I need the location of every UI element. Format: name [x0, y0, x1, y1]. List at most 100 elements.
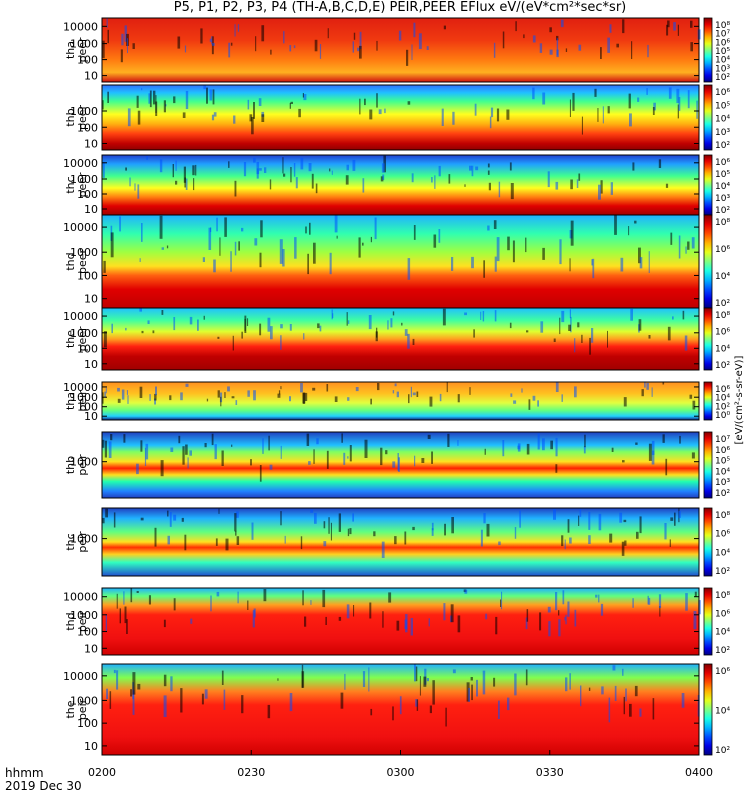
noise-streak: [380, 447, 383, 466]
ylabel-species: peir: [76, 610, 89, 632]
colorbar-tick-label: 10²: [715, 361, 730, 371]
panel-thb-peer: thb peer 10 100 1000 10² 10³ 10⁴ 10⁵ 10⁶: [64, 84, 730, 151]
noise-streak: [270, 49, 272, 55]
noise-streak: [141, 223, 143, 242]
noise-streak: [130, 588, 133, 603]
noise-streak: [132, 672, 136, 695]
colorbar: [703, 17, 713, 83]
ylabel-species: peer: [76, 37, 89, 63]
noise-streak: [202, 257, 205, 262]
noise-streak: [127, 108, 131, 127]
noise-streak: [639, 708, 642, 717]
noise-streak: [406, 49, 409, 66]
noise-streak: [390, 318, 393, 328]
noise-streak: [438, 165, 441, 177]
y-tick-label: 100: [77, 342, 98, 355]
colorbar-tick-label: 10⁸: [715, 218, 730, 228]
noise-streak: [600, 603, 604, 616]
noise-streak: [447, 433, 450, 447]
y-tick-label: 100: [77, 269, 98, 282]
noise-streak: [494, 310, 497, 322]
noise-streak: [565, 677, 568, 692]
noise-streak: [282, 157, 284, 174]
noise-streak: [325, 616, 327, 625]
noise-streak: [576, 179, 579, 188]
noise-streak: [377, 383, 380, 391]
noise-streak: [578, 515, 580, 526]
noise-streak: [446, 382, 448, 393]
date-label: 2019 Dec 30: [5, 779, 82, 793]
noise-streak: [169, 512, 172, 527]
noise-streak: [598, 184, 601, 200]
noise-streak: [401, 322, 403, 326]
noise-streak: [170, 676, 173, 692]
noise-streak: [570, 220, 574, 246]
noise-streak: [127, 38, 128, 54]
noise-streak: [487, 163, 490, 168]
colorbar-tick-label: 10²: [715, 567, 730, 577]
noise-streak: [175, 180, 178, 185]
noise-streak: [211, 433, 214, 446]
colorbar-tick-label: 10⁸: [715, 21, 730, 31]
noise-streak: [676, 88, 680, 104]
noise-streak: [308, 461, 311, 465]
colorbar-tick-label: 10²: [715, 73, 730, 83]
noise-streak: [451, 257, 454, 271]
noise-streak: [572, 92, 575, 111]
noise-streak: [159, 215, 163, 239]
noise-streak: [434, 175, 436, 189]
noise-streak: [362, 671, 366, 687]
noise-streak: [102, 517, 105, 524]
noise-streak: [221, 450, 224, 466]
noise-streak: [161, 247, 164, 250]
noise-streak: [140, 440, 143, 452]
noise-streak: [537, 433, 540, 450]
noise-streak: [270, 326, 273, 340]
noise-streak: [404, 329, 408, 336]
noise-streak: [578, 173, 581, 181]
noise-streak: [634, 220, 637, 224]
noise-streak: [153, 90, 156, 105]
noise-streak: [190, 618, 193, 624]
noise-streak: [427, 434, 431, 439]
noise-streak: [280, 511, 282, 526]
noise-streak: [380, 176, 384, 182]
noise-streak: [628, 93, 631, 109]
noise-streak: [134, 183, 136, 191]
noise-streak: [228, 161, 230, 168]
noise-streak: [113, 669, 116, 674]
noise-streak: [200, 28, 203, 44]
noise-streak: [542, 247, 545, 260]
colorbar-tick-label: 10⁶: [715, 667, 730, 677]
noise-streak: [225, 538, 229, 551]
noise-streak: [451, 517, 454, 534]
noise-streak: [512, 240, 515, 263]
noise-streak: [569, 537, 572, 544]
noise-streak: [581, 334, 583, 343]
noise-streak: [218, 508, 220, 514]
noise-streak: [665, 458, 668, 476]
noise-streak: [359, 98, 361, 115]
y-tick-label: 10000: [63, 591, 98, 604]
noise-streak: [117, 387, 120, 392]
noise-streak: [693, 611, 697, 630]
ylabel-species: peer: [76, 172, 89, 198]
noise-streak: [653, 102, 656, 111]
noise-streak: [185, 444, 188, 455]
noise-streak: [648, 597, 651, 605]
noise-streak: [526, 330, 529, 333]
colorbar: [703, 154, 713, 216]
noise-streak: [473, 329, 475, 338]
noise-streak: [690, 20, 693, 28]
noise-streak: [574, 386, 577, 398]
noise-streak: [469, 165, 472, 171]
noise-streak: [110, 434, 113, 441]
noise-streak: [105, 508, 108, 518]
noise-streak: [591, 259, 594, 266]
noise-streak: [298, 108, 301, 118]
noise-streak: [493, 42, 496, 58]
ylabel-probe: thc: [64, 533, 77, 550]
noise-streak: [323, 521, 326, 529]
noise-streak: [487, 170, 490, 175]
noise-streak: [104, 440, 107, 458]
